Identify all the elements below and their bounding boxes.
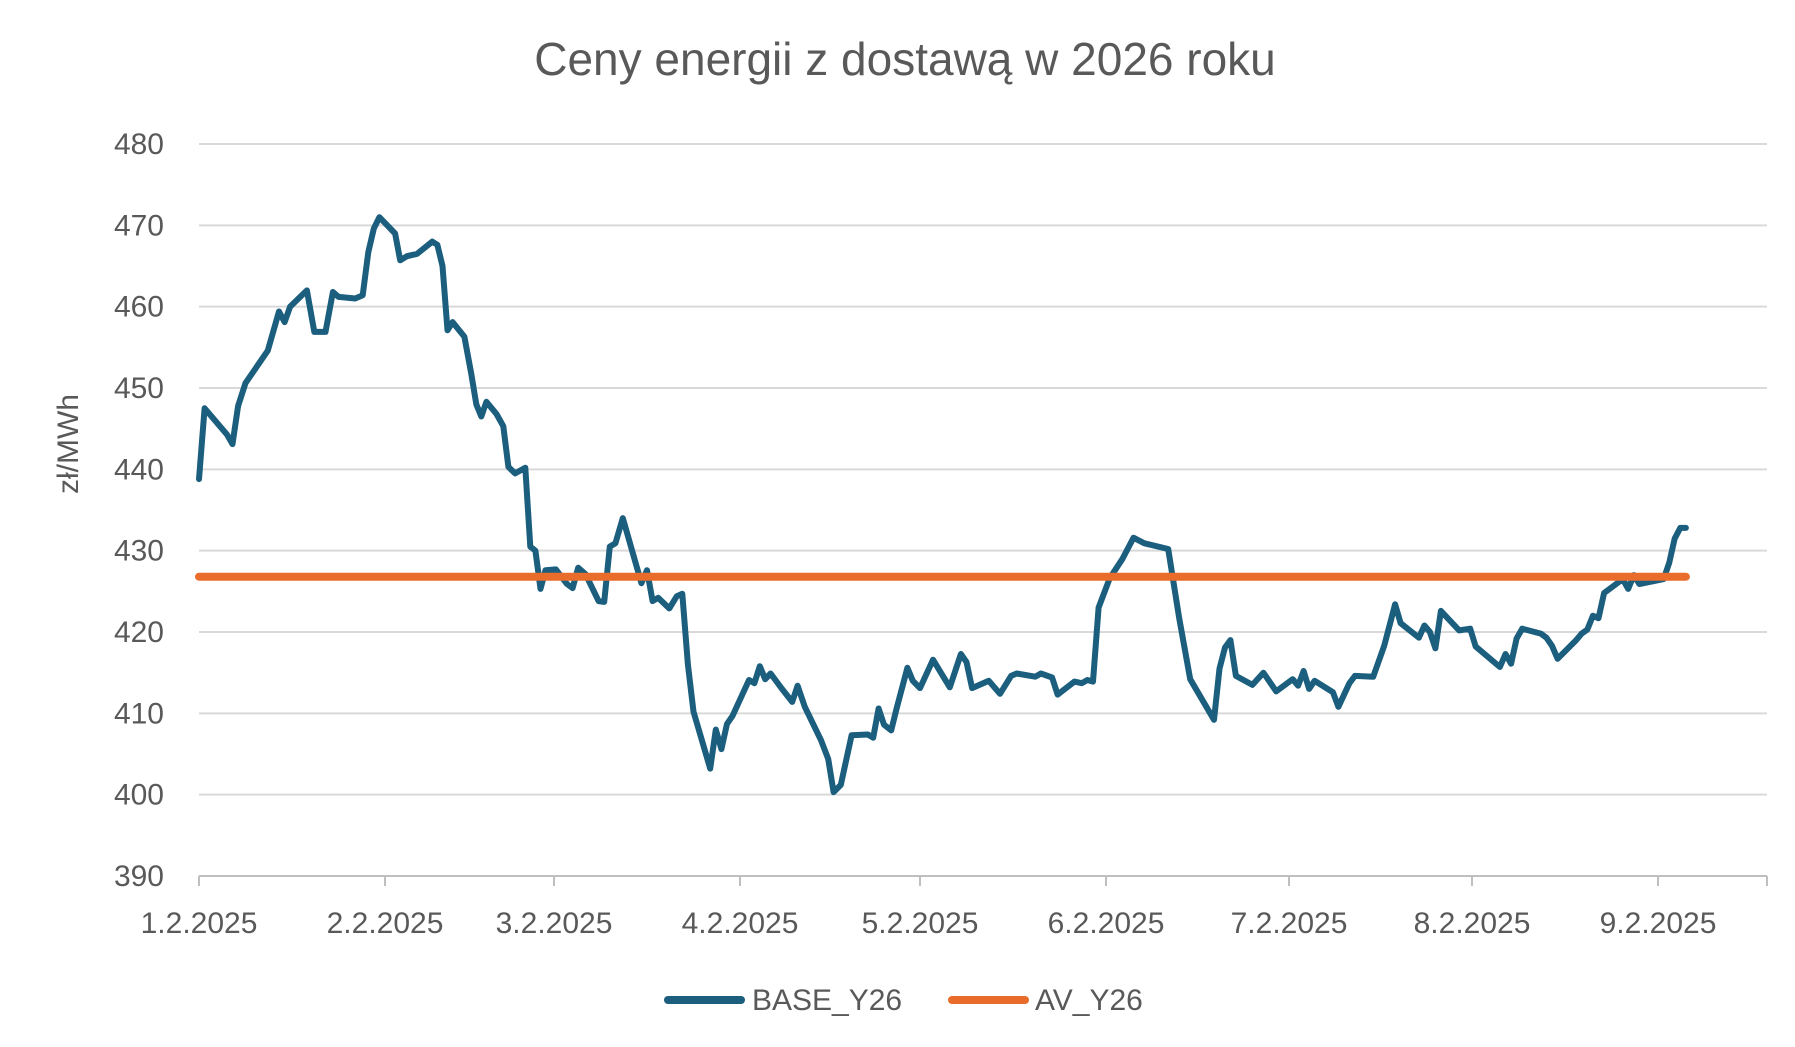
y-axis-label: zł/MWh — [52, 394, 85, 494]
y-tick-label: 440 — [114, 453, 164, 486]
legend: BASE_Y26 AV_Y26 — [664, 984, 1143, 1017]
x-tick-label: 6.2.2025 — [1048, 907, 1165, 940]
y-tick-label: 390 — [114, 860, 164, 893]
y-tick-label: 420 — [114, 616, 164, 649]
x-tick-label: 3.2.2025 — [496, 907, 613, 940]
y-tick-label: 450 — [114, 372, 164, 405]
chart-title: Ceny energii z dostawą w 2026 roku — [534, 33, 1276, 85]
y-tick-label: 410 — [114, 697, 164, 730]
x-tick-label: 4.2.2025 — [682, 907, 799, 940]
x-tick-label: 1.2.2025 — [141, 907, 258, 940]
x-axis-ticks: 1.2.2025 2.2.2025 3.2.2025 4.2.2025 5.2.2025… — [141, 876, 1768, 940]
x-tick-label: 2.2.2025 — [327, 907, 444, 940]
y-axis-ticks: 390 400 410 420 430 440 450 460 470 480 — [114, 128, 164, 893]
y-tick-label: 430 — [114, 535, 164, 568]
y-tick-label: 460 — [114, 291, 164, 324]
legend-label: BASE_Y26 — [752, 984, 902, 1017]
y-tick-label: 480 — [114, 128, 164, 161]
grid — [199, 143, 1767, 877]
legend-label: AV_Y26 — [1035, 984, 1143, 1017]
x-tick-label: 7.2.2025 — [1231, 907, 1348, 940]
series-line-base-y26 — [196, 214, 1689, 796]
x-tick-label: 5.2.2025 — [862, 907, 979, 940]
x-tick-label: 8.2.2025 — [1414, 907, 1531, 940]
series — [195, 214, 1690, 796]
x-tick-label: 9.2.2025 — [1600, 907, 1717, 940]
y-tick-label: 470 — [114, 209, 164, 242]
y-tick-label: 400 — [114, 779, 164, 812]
